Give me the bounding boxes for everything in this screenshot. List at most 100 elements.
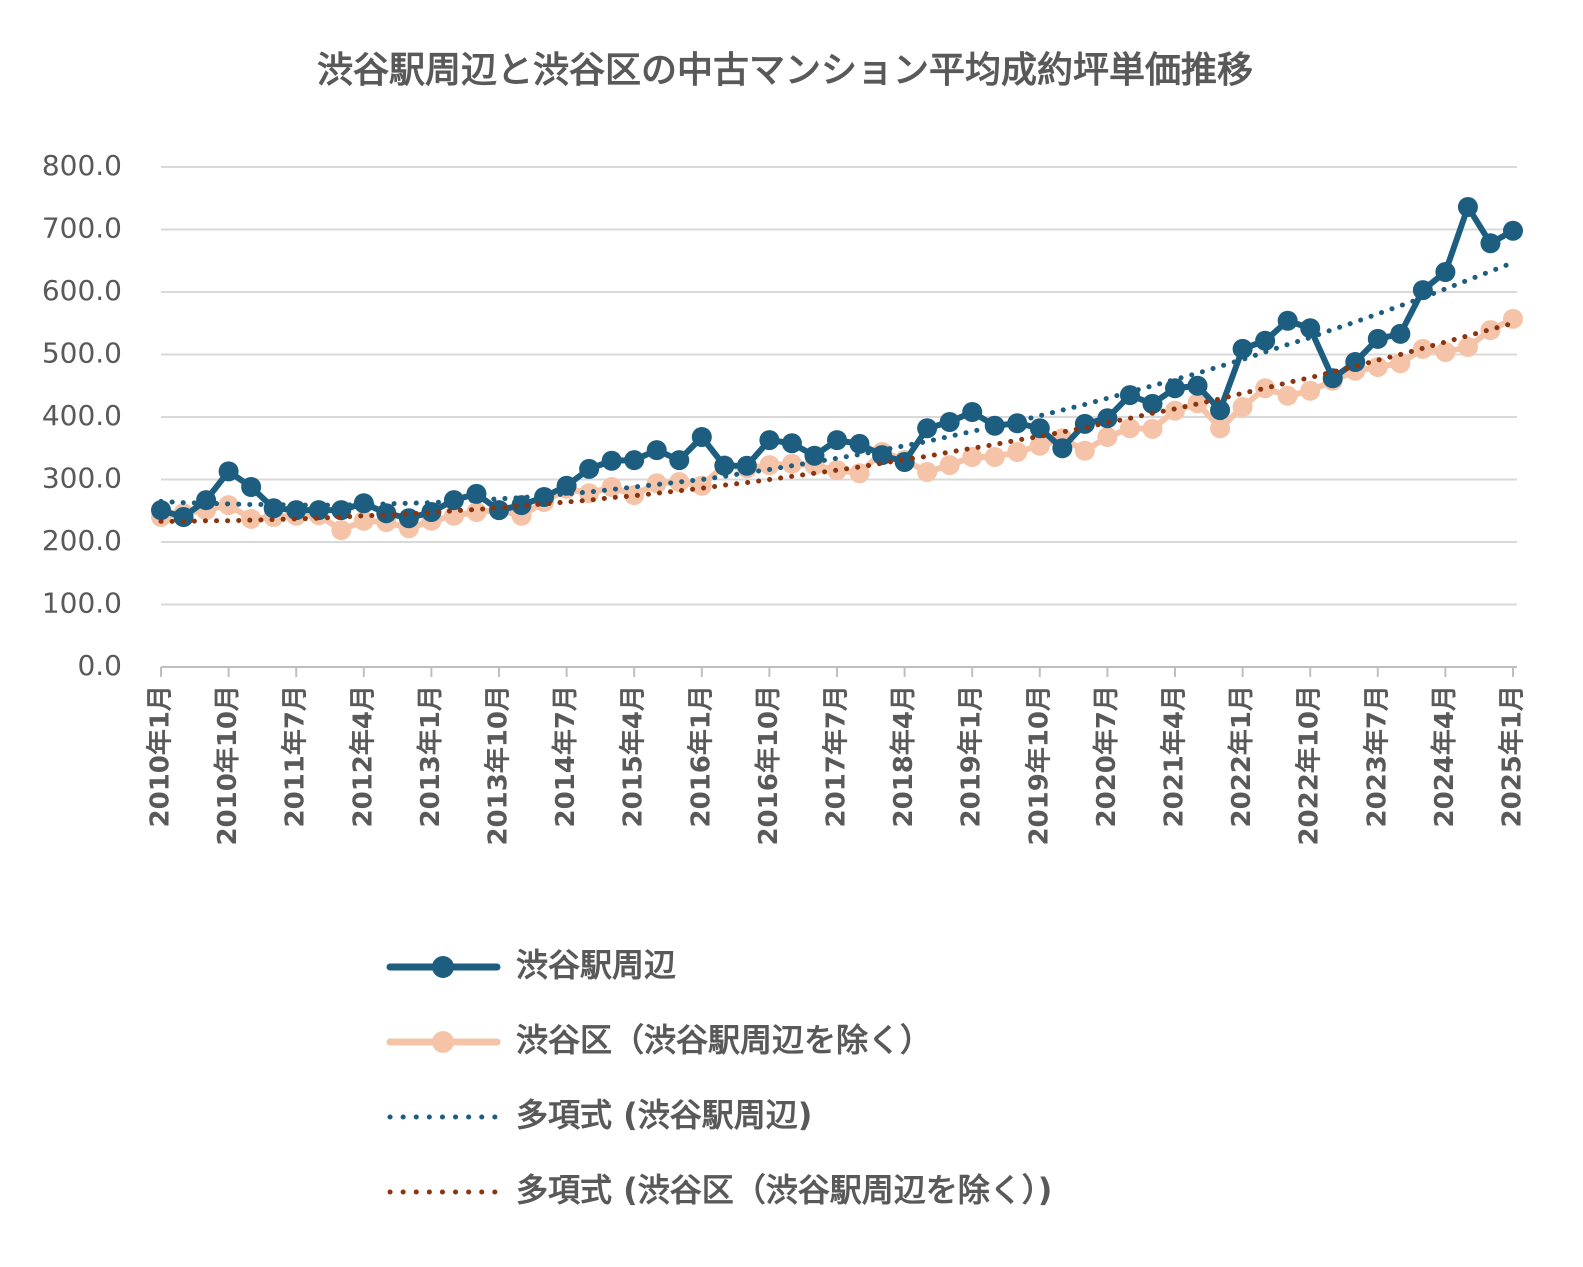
data-point bbox=[466, 502, 487, 522]
data-point bbox=[646, 440, 667, 461]
data-point bbox=[849, 433, 870, 454]
x-tick-label: 2022年1月 bbox=[1226, 685, 1257, 827]
legend-marker bbox=[432, 956, 454, 978]
data-point bbox=[489, 500, 509, 521]
data-point bbox=[1367, 328, 1388, 349]
data-point bbox=[1322, 368, 1343, 389]
data-point bbox=[1480, 320, 1501, 341]
data-point bbox=[1007, 413, 1028, 434]
data-point bbox=[601, 477, 622, 497]
data-point bbox=[714, 455, 735, 476]
data-point bbox=[691, 475, 712, 496]
data-point bbox=[962, 447, 983, 467]
data-point bbox=[1232, 397, 1253, 417]
data-point bbox=[1300, 318, 1321, 339]
y-tick-label: 700.0 bbox=[42, 212, 122, 245]
x-tick-label: 2015年4月 bbox=[618, 685, 649, 827]
data-point bbox=[759, 455, 780, 476]
data-point bbox=[1435, 342, 1456, 362]
x-tick-label: 2023年7月 bbox=[1361, 685, 1392, 827]
x-tick-label: 2011年7月 bbox=[280, 685, 311, 827]
data-point bbox=[1074, 413, 1095, 434]
data-point bbox=[1503, 220, 1523, 241]
data-point bbox=[624, 450, 645, 471]
data-point bbox=[962, 402, 983, 422]
data-point bbox=[849, 463, 870, 484]
legend-label: 渋谷区（渋谷駅周辺を除く） bbox=[516, 1021, 932, 1059]
data-point bbox=[1187, 375, 1208, 396]
data-point bbox=[1142, 393, 1163, 414]
data-point bbox=[1390, 323, 1411, 344]
x-tick-label: 2017年7月 bbox=[821, 685, 852, 827]
trend-line bbox=[158, 320, 1516, 524]
data-point bbox=[1052, 438, 1073, 459]
x-tick-label: 2022年10月 bbox=[1294, 685, 1325, 846]
data-point bbox=[894, 452, 915, 472]
data-point bbox=[917, 462, 938, 482]
data-point bbox=[781, 433, 802, 454]
data-point bbox=[1457, 337, 1478, 357]
data-point bbox=[1074, 440, 1095, 461]
data-point bbox=[669, 450, 690, 471]
x-tick-label: 2020年7月 bbox=[1091, 685, 1122, 827]
y-tick-label: 800.0 bbox=[42, 149, 122, 182]
x-tick-label: 2019年1月 bbox=[956, 685, 987, 827]
x-tick-label: 2010年10月 bbox=[212, 685, 243, 846]
data-point bbox=[1255, 378, 1276, 399]
data-point bbox=[939, 412, 960, 432]
data-point bbox=[1480, 233, 1501, 254]
data-point bbox=[1367, 357, 1388, 377]
legend-label: 多項式 (渋谷駅周辺) bbox=[516, 1096, 812, 1134]
data-point bbox=[443, 490, 464, 511]
data-point bbox=[151, 500, 171, 521]
data-point bbox=[1412, 280, 1433, 301]
data-point bbox=[759, 430, 780, 451]
data-point bbox=[579, 458, 600, 479]
data-point bbox=[984, 447, 1005, 467]
data-point bbox=[1255, 330, 1276, 351]
y-tick-label: 0.0 bbox=[77, 649, 122, 682]
trend-line bbox=[158, 260, 1516, 508]
data-point bbox=[827, 430, 847, 451]
data-point bbox=[263, 498, 284, 519]
y-tick-label: 400.0 bbox=[42, 399, 122, 432]
data-point bbox=[556, 475, 577, 496]
x-tick-label: 2019年10月 bbox=[1023, 685, 1054, 846]
x-tick-label: 2024年4月 bbox=[1429, 685, 1460, 827]
data-point bbox=[601, 450, 622, 471]
data-point bbox=[241, 477, 262, 497]
x-tick-label: 2025年1月 bbox=[1497, 685, 1528, 827]
data-point bbox=[1210, 400, 1231, 421]
data-point bbox=[1345, 352, 1366, 372]
y-tick-label: 100.0 bbox=[42, 587, 122, 620]
x-tick-label: 2013年10月 bbox=[483, 685, 514, 846]
data-point bbox=[1390, 353, 1411, 374]
legend-marker bbox=[432, 1031, 454, 1053]
legend-label: 渋谷駅周辺 bbox=[516, 946, 676, 984]
data-point bbox=[218, 461, 239, 482]
chart-title: 渋谷駅周辺と渋谷区の中古マンション平均成約坪単価推移 bbox=[317, 50, 1253, 91]
data-point bbox=[1277, 385, 1298, 406]
data-point bbox=[1300, 380, 1321, 401]
y-tick-label: 300.0 bbox=[42, 462, 122, 495]
data-point bbox=[646, 473, 667, 494]
data-point bbox=[804, 445, 825, 466]
x-tick-label: 2021年4月 bbox=[1159, 685, 1190, 827]
data-point bbox=[1119, 385, 1140, 406]
data-point bbox=[1007, 442, 1028, 462]
x-tick-label: 2014年7月 bbox=[550, 685, 581, 827]
data-point bbox=[1142, 418, 1163, 439]
data-point bbox=[624, 485, 645, 506]
x-tick-label: 2010年1月 bbox=[145, 685, 176, 827]
data-point bbox=[376, 503, 397, 524]
x-tick-label: 2013年1月 bbox=[415, 685, 446, 827]
data-point bbox=[1210, 418, 1231, 439]
data-point bbox=[1097, 427, 1118, 447]
data-point bbox=[939, 455, 960, 476]
data-point bbox=[691, 427, 712, 447]
x-tick-label: 2018年4月 bbox=[888, 685, 919, 827]
data-point bbox=[308, 500, 329, 521]
y-tick-label: 500.0 bbox=[42, 337, 122, 370]
data-point bbox=[286, 500, 307, 521]
